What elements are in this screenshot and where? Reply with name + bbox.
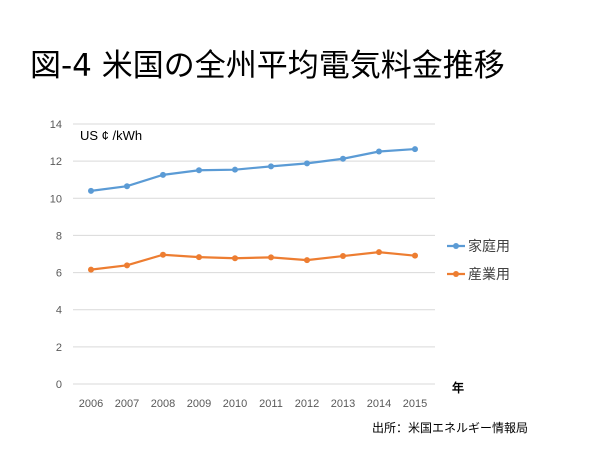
data-point bbox=[268, 254, 274, 261]
x-tick-label: 2014 bbox=[367, 398, 391, 410]
y-tick-label: 8 bbox=[56, 230, 62, 242]
data-point bbox=[412, 252, 418, 259]
x-tick-label: 2013 bbox=[331, 398, 355, 410]
series-line-1 bbox=[90, 251, 416, 271]
legend-marker bbox=[453, 271, 459, 277]
data-point bbox=[376, 148, 382, 155]
data-point bbox=[340, 155, 346, 162]
source-note: 出所：米国エネルギー情報局 bbox=[372, 421, 529, 435]
data-point bbox=[232, 166, 238, 173]
x-tick-label: 2006 bbox=[79, 398, 103, 410]
slide-title: 図-4 米国の全州平均電気料金推移 bbox=[30, 48, 505, 84]
data-point bbox=[196, 254, 202, 261]
data-point bbox=[340, 253, 346, 260]
legend-marker bbox=[453, 243, 459, 249]
x-tick-label: 2009 bbox=[187, 398, 211, 410]
data-point bbox=[124, 262, 130, 269]
x-tick-label: 2010 bbox=[223, 398, 247, 410]
data-point bbox=[160, 251, 166, 258]
series-line-0 bbox=[90, 147, 416, 192]
x-tick-label: 2007 bbox=[115, 398, 139, 410]
data-point bbox=[196, 167, 202, 174]
data-point bbox=[376, 249, 382, 256]
x-tick-label: 2011 bbox=[259, 398, 283, 410]
data-point bbox=[160, 171, 166, 178]
x-tick-label: 2012 bbox=[295, 398, 319, 410]
y-tick-label: 2 bbox=[56, 342, 62, 354]
data-point bbox=[304, 160, 310, 167]
legend-label: 産業用 bbox=[468, 267, 510, 283]
data-point bbox=[304, 257, 310, 264]
data-point bbox=[88, 266, 94, 273]
y-tick-label: 6 bbox=[56, 268, 62, 280]
data-point bbox=[88, 187, 94, 194]
y-axis-label: US ¢ /kWh bbox=[80, 128, 142, 143]
y-tick-label: 4 bbox=[56, 305, 62, 317]
legend-label: 家庭用 bbox=[468, 238, 510, 255]
y-tick-label: 14 bbox=[50, 119, 62, 131]
x-tick-label: 2008 bbox=[151, 398, 175, 410]
y-tick-label: 10 bbox=[50, 193, 62, 205]
data-point bbox=[232, 255, 238, 262]
x-axis-label: 年 bbox=[452, 380, 464, 395]
data-point bbox=[268, 163, 274, 170]
y-tick-label: 0 bbox=[56, 379, 62, 391]
data-point bbox=[412, 146, 418, 153]
y-tick-label: 12 bbox=[50, 156, 62, 168]
data-point bbox=[124, 183, 130, 190]
x-tick-label: 2015 bbox=[403, 398, 427, 410]
